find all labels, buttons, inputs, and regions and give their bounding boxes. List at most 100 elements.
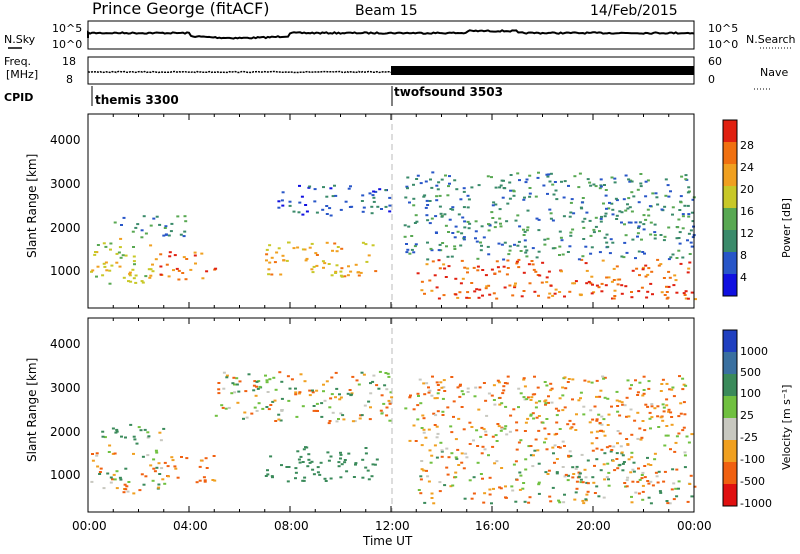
heatmap-cell (537, 250, 541, 253)
heatmap-cell (91, 459, 95, 462)
heatmap-cell (481, 477, 484, 480)
heatmap-cell (582, 405, 586, 408)
heatmap-cell (328, 406, 332, 409)
power-colorbar-segment (723, 186, 737, 208)
heatmap-cell (330, 274, 334, 277)
heatmap-cell (563, 180, 567, 183)
heatmap-cell (406, 176, 410, 179)
heatmap-cell (591, 418, 595, 421)
heatmap-cell (451, 208, 455, 211)
vel-cbar-tick-neg500: -500 (740, 475, 765, 488)
heatmap-cell (626, 203, 629, 206)
heatmap-cell (339, 208, 343, 211)
heatmap-cell (380, 394, 384, 397)
heatmap-cell (638, 221, 642, 224)
heatmap-cell (512, 408, 516, 411)
heatmap-cell (599, 220, 603, 223)
heatmap-cell (599, 389, 603, 392)
heatmap-cell (531, 412, 535, 415)
heatmap-cell (425, 263, 429, 266)
heatmap-cell (548, 495, 552, 498)
heatmap-cell (415, 178, 419, 180)
heatmap-cell (537, 229, 541, 232)
heatmap-cell (356, 271, 360, 274)
heatmap-cell (677, 487, 680, 490)
heatmap-cell (573, 282, 576, 285)
heatmap-cell (639, 185, 643, 188)
heatmap-cell (500, 427, 504, 430)
heatmap-cell (629, 408, 633, 411)
heatmap-cell (449, 208, 453, 210)
heatmap-cell (265, 381, 269, 384)
vel-cbar-tick-25: 25 (740, 409, 754, 422)
heatmap-cell (265, 379, 269, 382)
heatmap-cell (267, 268, 271, 271)
heatmap-cell (294, 393, 298, 396)
heatmap-cell (316, 471, 320, 474)
heatmap-cell (594, 185, 598, 188)
heatmap-cell (682, 383, 686, 386)
velocity-colorbar-segment (723, 396, 737, 418)
heatmap-cell (677, 480, 681, 483)
heatmap-cell (308, 246, 312, 249)
heatmap-cell (482, 236, 486, 239)
heatmap-cell (662, 410, 666, 413)
heatmap-cell (628, 387, 632, 390)
heatmap-cell (449, 485, 453, 488)
heatmap-cell (687, 215, 691, 218)
heatmap-cell (653, 237, 657, 240)
power-cbar-tick-8: 8 (740, 249, 747, 262)
heatmap-cell (555, 421, 559, 424)
heatmap-cell (683, 454, 687, 457)
heatmap-cell (140, 229, 144, 232)
heatmap-cell (626, 379, 630, 382)
heatmap-cell (641, 394, 645, 397)
heatmap-cell (670, 488, 674, 491)
heatmap-cell (505, 273, 509, 276)
heatmap-cell (159, 265, 163, 268)
heatmap-cell (126, 490, 130, 493)
heatmap-cell (265, 248, 269, 251)
heatmap-cell (280, 409, 284, 411)
heatmap-cell (563, 406, 567, 409)
heatmap-cell (183, 215, 187, 218)
heatmap-cell (476, 269, 480, 272)
heatmap-cell (183, 230, 187, 233)
heatmap-cell (688, 253, 692, 255)
heatmap-cell (492, 487, 495, 490)
heatmap-cell (473, 395, 477, 398)
heatmap-cell (410, 248, 414, 251)
heatmap-cell (422, 431, 426, 434)
heatmap-cell (380, 208, 383, 210)
heatmap-cell (277, 206, 281, 209)
heatmap-cell (158, 431, 162, 434)
heatmap-cell (287, 241, 291, 244)
heatmap-cell (441, 242, 445, 244)
heatmap-cell (560, 239, 564, 242)
heatmap-cell (619, 445, 623, 448)
heatmap-cell (472, 476, 476, 479)
heatmap-cell (486, 175, 490, 178)
heatmap-cell (628, 180, 632, 183)
heatmap-cell (627, 415, 631, 418)
heatmap-cell (495, 260, 499, 263)
heatmap-cell (159, 253, 163, 256)
heatmap-cell (308, 394, 312, 397)
heatmap-cell (322, 186, 325, 189)
heatmap-cell (622, 461, 626, 463)
heatmap-cell (119, 478, 123, 481)
heatmap-cell (423, 194, 427, 197)
heatmap-cell (571, 476, 575, 479)
sky-noise-panel: N.Sky 10^5 10^0 10^5 10^0 N.Search (4, 20, 796, 51)
heatmap-cell (217, 382, 221, 384)
heatmap-cell (449, 425, 453, 428)
nave-tick-low: 0 (708, 73, 715, 86)
heatmap-cell (334, 396, 337, 399)
heatmap-cell (335, 250, 339, 253)
heatmap-cell (265, 406, 269, 408)
heatmap-cell (103, 265, 107, 268)
heatmap-cell (422, 469, 426, 472)
heatmap-cell (595, 379, 599, 382)
heatmap-cell (257, 402, 261, 405)
heatmap-cell (466, 387, 470, 390)
